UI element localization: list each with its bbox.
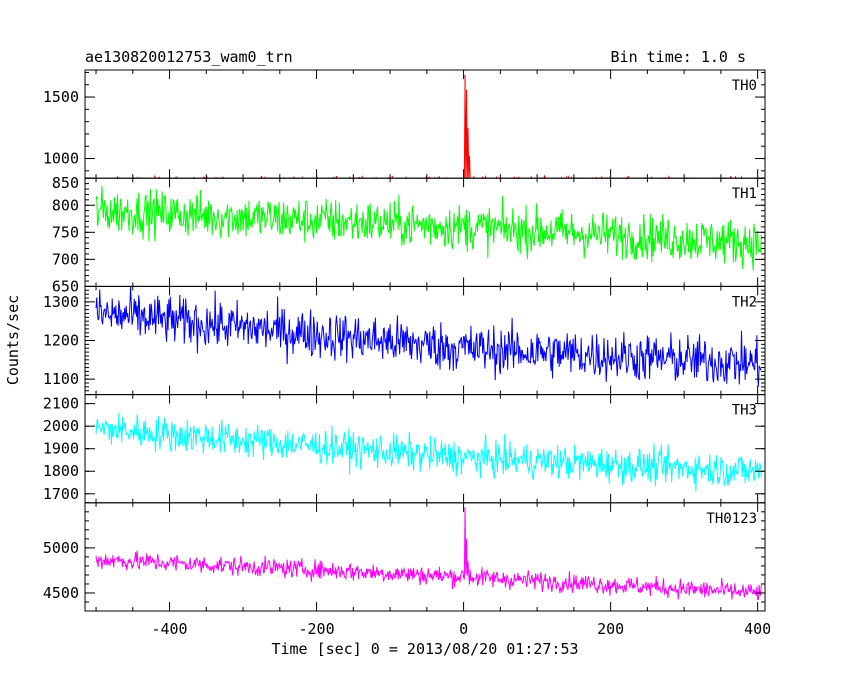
series-line-th1 <box>95 185 762 271</box>
panel-label-th1: TH1 <box>732 186 757 202</box>
chart-subtitle: Bin time: 1.0 s <box>611 48 746 66</box>
y-tick-label: 650 <box>52 277 79 295</box>
y-tick-label: 1300 <box>43 293 79 311</box>
panel-label-th3: TH3 <box>732 403 757 419</box>
y-axis-title: Counts/sec <box>4 295 22 385</box>
y-tick-label: 1900 <box>43 440 79 458</box>
y-tick-label: 2100 <box>43 395 79 413</box>
y-tick-label: 800 <box>52 196 79 214</box>
panel-th0: 1000 1500 TH0 <box>43 69 766 179</box>
x-axis-title: Time [sec] 0 = 2013/08/20 01:27:53 <box>271 640 578 658</box>
panel-th1: 650 700 750 800 850 TH1 <box>52 174 766 295</box>
x-tick-label: 400 <box>744 620 771 638</box>
series-line-th3 <box>95 412 762 492</box>
y-tick-label: 1100 <box>43 370 79 388</box>
panel-label-th0: TH0 <box>732 78 757 94</box>
chart-title: ae130820012753_wam0_trn <box>85 48 293 66</box>
series-line-th0123 <box>95 507 762 601</box>
y-tick-label: 1000 <box>43 150 79 168</box>
panel-th3: 1700 1800 1900 2000 2100 TH3 <box>43 394 766 504</box>
y-tick-label: 2000 <box>43 417 79 435</box>
y-tick-label: 750 <box>52 223 79 241</box>
panel-th2: 1100 1200 1300 TH2 <box>43 285 766 396</box>
panel-th0123: 4500 5000 TH0123 <box>43 502 766 612</box>
y-tick-label: 1500 <box>43 88 79 106</box>
y-tick-label: 1800 <box>43 462 79 480</box>
panel-label-th2: TH2 <box>732 294 757 310</box>
y-tick-label: 850 <box>52 174 79 192</box>
panel-label-th0123: TH0123 <box>706 511 757 527</box>
x-tick-label: 200 <box>597 620 624 638</box>
panels: 1000 1500 TH0 650 700 750 800 850 TH1 1100 1200 130… <box>43 69 766 612</box>
panel-frame <box>84 285 766 396</box>
x-tick-label: 0 <box>459 620 468 638</box>
x-tick-label: -400 <box>151 620 187 638</box>
x-tick-label: -200 <box>299 620 335 638</box>
y-tick-label: 4500 <box>43 584 79 602</box>
y-tick-label: 1700 <box>43 485 79 503</box>
series-line-th2 <box>95 286 762 387</box>
panel-frame <box>84 69 766 179</box>
y-tick-label: 700 <box>52 250 79 268</box>
panel-frame <box>84 502 766 612</box>
x-axis-ticks: -400 -200 0 200 400 <box>151 620 771 638</box>
y-tick-label: 1200 <box>43 332 79 350</box>
y-tick-label: 5000 <box>43 539 79 557</box>
series-line-th0 <box>97 74 760 179</box>
